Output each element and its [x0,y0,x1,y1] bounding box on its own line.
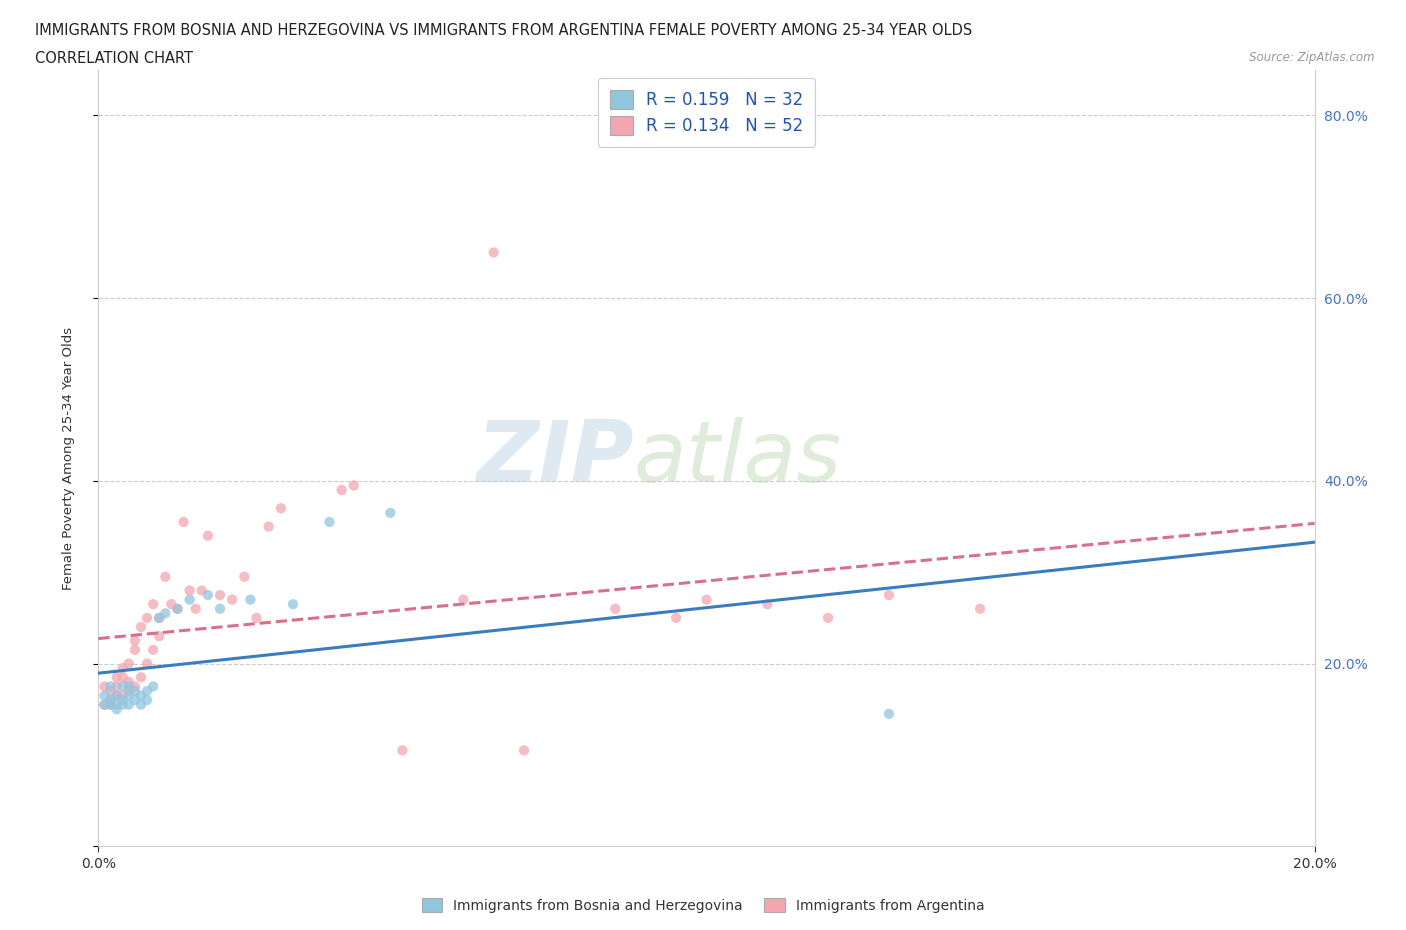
Point [160,597,183,612]
Point [124,684,146,698]
Point [482,245,505,259]
Point [118,684,141,698]
Point [105,670,128,684]
Point [270,501,292,516]
Text: ZIP: ZIP [475,417,634,499]
Point [330,483,353,498]
Point [93,698,115,712]
Point [100,679,122,694]
Point [129,688,152,703]
Point [105,688,128,703]
Point [118,657,141,671]
Point [453,592,475,607]
Point [136,657,159,671]
Point [100,698,122,712]
Point [513,743,536,758]
Point [380,505,402,520]
Legend: R = 0.159   N = 32, R = 0.134   N = 52: R = 0.159 N = 32, R = 0.134 N = 52 [598,78,815,147]
Point [129,698,152,712]
Legend: Immigrants from Bosnia and Herzegovina, Immigrants from Argentina: Immigrants from Bosnia and Herzegovina, … [416,893,990,919]
Text: IMMIGRANTS FROM BOSNIA AND HERZEGOVINA VS IMMIGRANTS FROM ARGENTINA FEMALE POVER: IMMIGRANTS FROM BOSNIA AND HERZEGOVINA V… [35,23,973,38]
Point [111,670,134,684]
Point [343,478,366,493]
Point [318,514,340,529]
Point [209,602,232,617]
Point [166,602,188,617]
Point [111,698,134,712]
Point [136,684,159,698]
Point [173,514,195,529]
Point [118,688,141,703]
Point [179,592,201,607]
Point [100,684,122,698]
Point [142,597,165,612]
Point [100,693,122,708]
Y-axis label: Female Poverty Among 25-34 Year Olds: Female Poverty Among 25-34 Year Olds [62,326,75,590]
Point [155,569,177,584]
Point [233,569,256,584]
Point [136,693,159,708]
Point [239,592,262,607]
Point [105,679,128,694]
Point [124,679,146,694]
Point [605,602,627,617]
Point [100,693,122,708]
Point [696,592,718,607]
Point [184,602,207,617]
Point [93,698,115,712]
Point [105,702,128,717]
Text: CORRELATION CHART: CORRELATION CHART [35,51,193,66]
Point [100,698,122,712]
Point [969,602,991,617]
Point [118,674,141,689]
Point [148,629,170,644]
Point [197,528,219,543]
Point [257,519,280,534]
Point [136,610,159,625]
Point [221,592,243,607]
Point [209,588,232,603]
Point [281,597,304,612]
Point [148,610,170,625]
Point [877,588,900,603]
Point [756,597,779,612]
Point [391,743,413,758]
Point [129,619,152,634]
Text: atlas: atlas [634,417,842,499]
Point [155,606,177,621]
Point [817,610,839,625]
Point [179,583,201,598]
Point [142,679,165,694]
Point [93,679,115,694]
Point [111,660,134,675]
Point [191,583,214,598]
Point [142,643,165,658]
Point [105,698,128,712]
Point [124,633,146,648]
Point [111,693,134,708]
Point [93,688,115,703]
Point [665,610,688,625]
Point [124,693,146,708]
Point [197,588,219,603]
Point [118,698,141,712]
Point [124,643,146,658]
Point [877,707,900,722]
Point [129,670,152,684]
Point [148,610,170,625]
Point [166,602,188,617]
Point [118,679,141,694]
Text: Source: ZipAtlas.com: Source: ZipAtlas.com [1250,51,1375,64]
Point [111,688,134,703]
Point [111,679,134,694]
Point [245,610,267,625]
Point [105,688,128,703]
